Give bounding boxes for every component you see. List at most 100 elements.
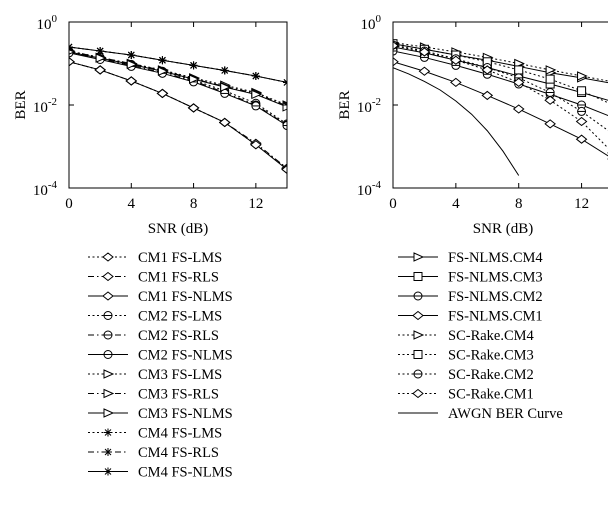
- panel1-legend-item-11: CM4 FS-RLS: [88, 445, 219, 461]
- panel1-series-12-point-1-d2: [69, 43, 73, 48]
- panel1-legend-marker-3: [102, 291, 114, 301]
- panel1-series-12-point-3: [127, 51, 136, 60]
- panel2-y-axis-label: BER: [337, 90, 353, 119]
- panel1-series-12-point-6-d2: [221, 67, 229, 74]
- panel1-legend-label-4: CM2 FS-LMS: [138, 309, 222, 325]
- panel1-legend-label-2: CM1 FS-RLS: [138, 270, 219, 286]
- panel1-series-2-line: [69, 61, 287, 169]
- panel2-legend-item-4: FS-NLMS.CM1: [398, 309, 543, 325]
- panel1-series-9-point-5: [189, 74, 200, 84]
- panel1-ytick-label-3: 10-4: [33, 179, 58, 199]
- panel1-series-9-point-7: [251, 89, 263, 100]
- panel2-xtick-label-3: 8: [515, 196, 523, 212]
- panel1-legend-marker-11-d2: [104, 448, 112, 456]
- panel1-legend-marker-12: [104, 467, 112, 476]
- panel1-series-12-point-6: [220, 66, 229, 75]
- panel1-ytick-exp-2: -2: [48, 96, 57, 108]
- panel2-series-5-point-6: [545, 65, 557, 75]
- panel2-legend-marker-1: [413, 252, 425, 262]
- panel2-series-3-line: [393, 50, 608, 117]
- panel2-series-4: [393, 57, 608, 160]
- panel1-series-3-point-6: [218, 117, 231, 128]
- panel1-series-9-line: [69, 51, 287, 108]
- panel2-series-4-point-3: [450, 77, 462, 88]
- panel1-legend-item-2: CM1 FS-RLS: [88, 270, 219, 286]
- panel1-series-12-point-4: [158, 56, 167, 65]
- panel2-legend-marker-5: [413, 330, 425, 340]
- panel1-series-3-point-4: [156, 88, 169, 99]
- panel1-legend-marker-11: [104, 448, 112, 456]
- panel2-series-5-line: [393, 42, 608, 82]
- panel2-series-6-point-6: [545, 74, 555, 84]
- panel2-series-4-point-1: [393, 57, 399, 67]
- panel1-legend-label-1: CM1 FS-LMS: [138, 250, 222, 266]
- panel1-legend-marker-12-d2: [104, 468, 112, 475]
- panel1-legend-label-12: CM4 FS-NLMS: [138, 465, 233, 481]
- panel2-series-8-point-3: [450, 55, 462, 65]
- panel2-series-4-point-5: [512, 104, 525, 114]
- panel2-series-8: [393, 40, 608, 154]
- panel2-series-3: [393, 46, 608, 117]
- panel1-legend-item-9: CM3 FS-NLMS: [88, 406, 233, 422]
- panel1-legend-item-4: CM2 FS-LMS: [88, 309, 222, 325]
- panel2-ytick-label-3: 10-4: [357, 179, 382, 199]
- panel1-ytick-exp-3: -4: [48, 179, 58, 191]
- panel1-series-9: [69, 49, 287, 112]
- panel2-series-8-point-5: [512, 77, 525, 88]
- panel2-legend-item-5: SC-Rake.CM4: [398, 328, 535, 344]
- panel1-legend-marker-9: [103, 408, 115, 418]
- panel2-series-8-point-2: [418, 47, 431, 57]
- panel2-legend-item-8: SC-Rake.CM1: [398, 387, 534, 403]
- panel2-series-6-point-5: [514, 65, 524, 75]
- panel1-series-3-point-7: [250, 140, 262, 150]
- panel1-legend-marker-10-d2: [104, 429, 112, 436]
- panel1-legend-marker-7: [103, 369, 115, 379]
- panel2-x-axis-label: SNR (dB): [473, 221, 533, 237]
- panel1-series-3-point-2: [94, 65, 106, 75]
- panel2-legend-marker-2: [413, 272, 423, 281]
- panel1-legend-item-10: CM4 FS-LMS: [88, 426, 222, 442]
- panel1-legend-label-6: CM2 FS-NLMS: [138, 348, 233, 364]
- panel2-series-5-point-7: [577, 71, 588, 81]
- panel2-legend-label-9: AWGN BER Curve: [448, 406, 563, 422]
- panel2-plot-area: [393, 39, 608, 176]
- panel2-legend-item-3: FS-NLMS.CM2: [398, 289, 543, 305]
- panel1-legend-label-3: CM1 FS-NLMS: [138, 289, 233, 305]
- panel1-series-3-line: [69, 61, 287, 170]
- panel1-legend-item-3: CM1 FS-NLMS: [88, 289, 233, 305]
- panel2-legend-marker-6: [413, 350, 423, 359]
- panel2-series-8-point-6: [544, 95, 556, 105]
- panel1-legend-label-8: CM3 FS-RLS: [138, 387, 219, 403]
- panel1-series-12-point-5-d2: [190, 62, 197, 69]
- panel2-series-2-line: [393, 46, 608, 101]
- panel2-ytick-label-1: 100: [361, 13, 382, 33]
- panel1-series-12-point-4-d2: [159, 56, 166, 64]
- panel1-series-3-point-8: [281, 164, 287, 175]
- panel2-legend-item-9: AWGN BER Curve: [398, 406, 563, 422]
- panel1-series-12-point-8-d2: [283, 81, 287, 86]
- panel2-ytick-label-2: 10-2: [357, 96, 381, 116]
- panel1-series-3: [69, 57, 287, 175]
- panel2-legend-item-6: SC-Rake.CM3: [398, 348, 534, 364]
- panel2-series-9-line: [393, 67, 520, 176]
- panel1-series-9-point-6: [220, 82, 231, 92]
- panel1-legend-item-5: CM2 FS-RLS: [88, 328, 219, 344]
- panel1-series-12-point-7-d2: [252, 72, 260, 80]
- panel1-series-3-point-1: [69, 57, 75, 67]
- panel1-series-9-point-2: [95, 53, 107, 63]
- panel2-legend-item-2: FS-NLMS.CM3: [398, 270, 543, 286]
- panel2-series-9: [393, 67, 520, 176]
- panel2-legend-marker-4: [412, 310, 424, 321]
- panel2-ytick-exp-1: 0: [376, 13, 382, 25]
- panel2-ytick-exp-2: -2: [372, 96, 381, 108]
- panel1-series-12-line: [69, 46, 287, 83]
- panel1-legend-label-10: CM4 FS-LMS: [138, 426, 222, 442]
- panel2-legend-marker-8: [412, 388, 424, 399]
- panel2-series-4-point-4: [481, 90, 494, 101]
- panel2-series-8-point-4: [481, 65, 494, 75]
- panel2-ytick-exp-3: -4: [372, 179, 382, 191]
- panel1-series-12-point-8-d1: [283, 79, 287, 84]
- panel1-series-12-point-5: [189, 61, 198, 70]
- panel1-series-12-point-8: [283, 78, 287, 87]
- panel1-legend-item-8: CM3 FS-RLS: [88, 387, 219, 403]
